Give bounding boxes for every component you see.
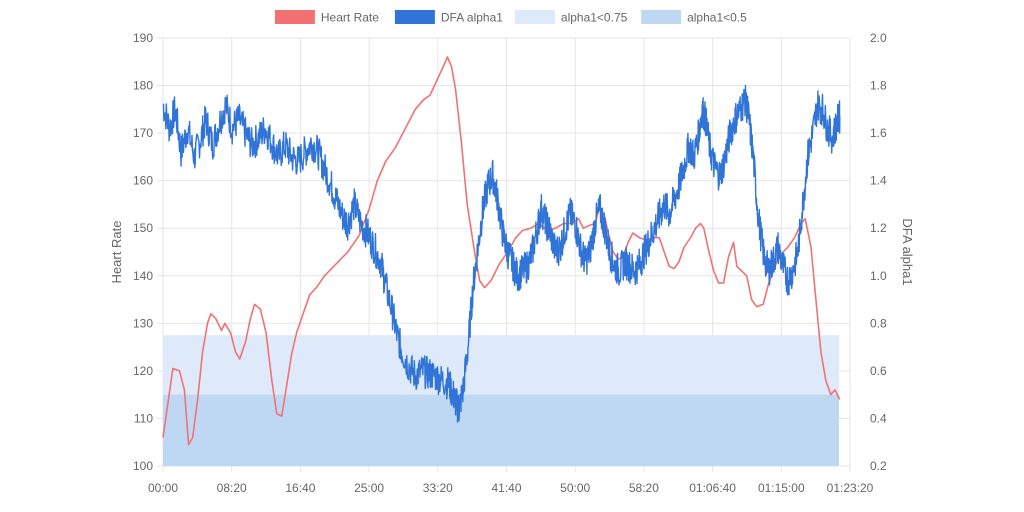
x-axis-ticks: 00:00 08:20 16:40 25:00 33:20 41:40 50:00 58:20… [148, 481, 874, 495]
threshold-bands [163, 335, 840, 466]
x-tick-label: 01:15:00 [758, 481, 805, 495]
right-tick-label: 0.8 [870, 316, 887, 330]
x-tick-label: 16:40 [285, 481, 315, 495]
x-tick-label: 08:20 [217, 481, 247, 495]
right-tick-label: 0.6 [870, 364, 887, 378]
right-tick-label: 2.0 [870, 31, 887, 45]
legend-swatch [274, 10, 315, 24]
legend-swatch [394, 10, 435, 24]
right-tick-label: 0.4 [870, 411, 887, 425]
legend-label: alpha1<0.5 [687, 11, 747, 25]
right-tick-label: 1.0 [870, 269, 887, 283]
right-tick-label: 1.8 [870, 79, 887, 93]
right-tick-label: 0.2 [870, 459, 887, 473]
legend-label: Heart Rate [321, 11, 379, 25]
right-axis-ticks: 0.2 0.4 0.6 0.8 1.0 1.2 1.4 1.6 1.8 2.0 [870, 31, 887, 473]
left-axis-ticks: 100 110 120 130 140 150 160 170 180 190 [133, 31, 153, 473]
left-tick-label: 120 [133, 364, 153, 378]
series-line-heart-rate [162, 56, 841, 446]
x-tick-label: 00:00 [148, 481, 178, 495]
x-tick-label: 41:40 [491, 481, 521, 495]
right-tick-label: 1.4 [870, 174, 887, 188]
left-tick-label: 170 [133, 126, 153, 140]
x-tick-label: 33:20 [423, 481, 453, 495]
right-tick-label: 1.2 [870, 221, 887, 235]
legend-label: alpha1<0.75 [561, 11, 628, 25]
series-layer [162, 56, 841, 446]
right-tick-label: 1.6 [870, 126, 887, 140]
right-axis-title: DFA alpha1 [900, 218, 915, 285]
x-tick-label: 01:06:40 [689, 481, 736, 495]
legend-item-alpha1-0-5[interactable]: alpha1<0.5 [641, 10, 747, 25]
legend[interactable]: Heart Rate DFA alpha1 alpha1<0.75 alpha1<0.… [274, 10, 747, 25]
series-line-dfa-alpha1 [162, 84, 841, 423]
left-tick-label: 130 [133, 316, 153, 330]
left-tick-label: 110 [134, 411, 153, 425]
legend-label: DFA alpha1 [441, 11, 503, 25]
x-tick-label: 01:23:20 [827, 481, 874, 495]
left-axis-title: Heart Rate [109, 221, 124, 284]
legend-item-dfa-alpha1[interactable]: DFA alpha1 [394, 10, 503, 25]
legend-item-alpha1-0-75[interactable]: alpha1<0.75 [514, 10, 628, 25]
left-tick-label: 140 [133, 269, 153, 283]
x-tick-label: 50:00 [560, 481, 590, 495]
left-tick-label: 180 [133, 79, 153, 93]
legend-item-heart-rate[interactable]: Heart Rate [274, 10, 379, 25]
legend-swatch [641, 10, 682, 24]
left-tick-label: 150 [133, 221, 153, 235]
x-tick-label: 25:00 [354, 481, 384, 495]
left-tick-label: 160 [133, 174, 153, 188]
band-alpha1-0-5 [163, 394, 840, 466]
left-tick-label: 100 [133, 459, 153, 473]
x-tick-label: 58:20 [629, 481, 659, 495]
legend-swatch [514, 10, 555, 24]
left-tick-label: 190 [133, 31, 153, 45]
